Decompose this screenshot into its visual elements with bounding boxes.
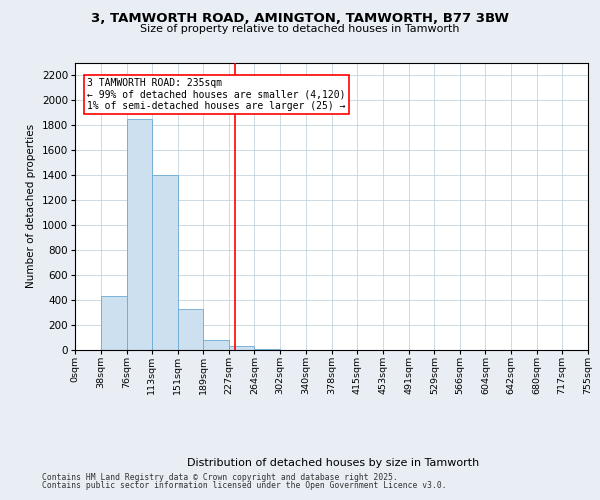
- Bar: [101, 296, 127, 350]
- Text: 3, TAMWORTH ROAD, AMINGTON, TAMWORTH, B77 3BW: 3, TAMWORTH ROAD, AMINGTON, TAMWORTH, B7…: [91, 12, 509, 26]
- Text: Size of property relative to detached houses in Tamworth: Size of property relative to detached ho…: [140, 24, 460, 34]
- Text: Contains HM Land Registry data © Crown copyright and database right 2025.: Contains HM Land Registry data © Crown c…: [42, 472, 398, 482]
- Bar: [152, 175, 178, 350]
- Bar: [229, 346, 254, 350]
- Text: Distribution of detached houses by size in Tamworth: Distribution of detached houses by size …: [187, 458, 479, 468]
- Bar: [203, 340, 229, 350]
- Bar: [127, 118, 152, 350]
- Text: Contains public sector information licensed under the Open Government Licence v3: Contains public sector information licen…: [42, 481, 446, 490]
- Y-axis label: Number of detached properties: Number of detached properties: [26, 124, 36, 288]
- Text: 3 TAMWORTH ROAD: 235sqm
← 99% of detached houses are smaller (4,120)
1% of semi-: 3 TAMWORTH ROAD: 235sqm ← 99% of detache…: [87, 78, 346, 110]
- Bar: [178, 308, 203, 350]
